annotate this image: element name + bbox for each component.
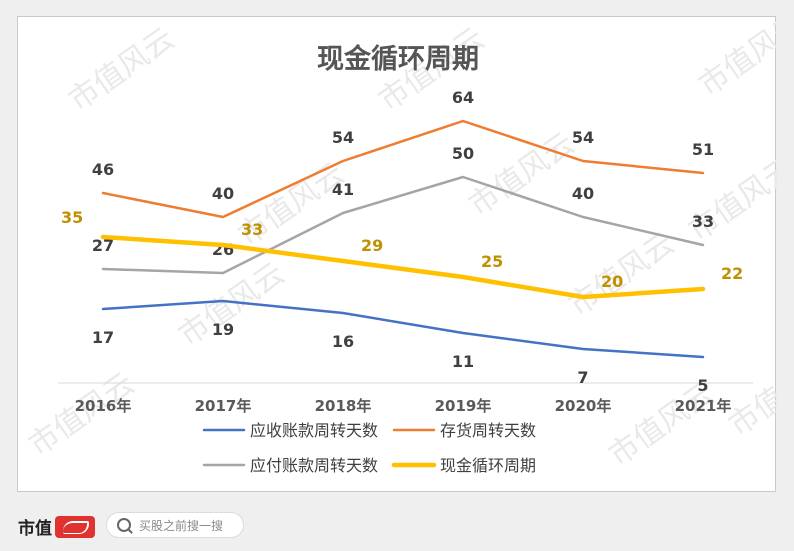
data-label: 29: [361, 236, 383, 255]
data-label: 40: [212, 184, 234, 203]
data-label: 41: [332, 180, 354, 199]
series-1: 17 19 16 11 7 5: [92, 299, 709, 395]
data-label: 33: [241, 220, 263, 239]
data-label: 51: [692, 140, 714, 159]
series-line: [100, 234, 706, 300]
data-label: 16: [332, 332, 354, 351]
series-line: [101, 175, 705, 275]
chart-card: 市值风云 市值风云 市值风云 市值风云 市值风云 市值风云 市值风云 市值风云 市值风云 市值风云…: [17, 16, 777, 492]
data-label: 27: [92, 236, 114, 255]
data-label: 7: [577, 368, 588, 387]
chart-title: 现金循环周期: [317, 43, 479, 75]
data-label: 20: [601, 272, 623, 291]
series-4: 35 33 29 25 20 22: [61, 208, 743, 300]
legend-label: 应收账款周转天数: [250, 421, 378, 440]
data-label: 19: [212, 320, 234, 339]
data-label: 64: [452, 88, 474, 107]
search-placeholder: 买股之前搜一搜: [139, 518, 224, 533]
data-label: 5: [697, 376, 708, 395]
watermark-text: 市值风云: [693, 17, 777, 104]
data-label: 22: [721, 264, 743, 283]
brand-badge-icon: [55, 515, 95, 538]
legend-item: 存货周转天数: [392, 421, 536, 440]
x-tick-label: 2019年: [435, 397, 492, 415]
footer-bar: 市值 买股之前搜一搜: [0, 500, 794, 551]
series-line: [101, 299, 705, 359]
watermark-text: 市值风云: [683, 151, 777, 248]
x-tick-label: 2020年: [555, 397, 612, 415]
data-label: 25: [481, 252, 503, 271]
data-label: 54: [572, 128, 594, 147]
legend-item: 应付账款周转天数: [202, 456, 378, 475]
legend-item: 应收账款周转天数: [202, 421, 378, 440]
brand-name: 市值: [18, 519, 52, 539]
data-label: 46: [92, 160, 114, 179]
series-line: [101, 119, 705, 219]
legend-label: 现金循环周期: [440, 456, 536, 475]
x-tick-label: 2017年: [195, 397, 252, 415]
data-label: 40: [572, 184, 594, 203]
data-label: 17: [92, 328, 114, 347]
data-label: 35: [61, 208, 83, 227]
legend-label: 应付账款周转天数: [250, 456, 378, 475]
x-tick-label: 2018年: [315, 397, 372, 415]
x-tick-label: 2016年: [75, 397, 132, 415]
search-box[interactable]: 买股之前搜一搜: [106, 512, 244, 538]
brand-logo: 市值: [18, 514, 95, 539]
x-axis: 2016年 2017年 2018年 2019年 2020年 2021年: [58, 382, 753, 415]
watermark-text: 市值风云: [63, 21, 181, 118]
data-label: 54: [332, 128, 354, 147]
x-tick-label: 2021年: [675, 397, 732, 415]
series-2: 46 40 54 64 54 51: [92, 88, 714, 219]
legend-item: 现金循环周期: [391, 456, 536, 475]
data-label: 50: [452, 144, 474, 163]
watermark-text: 市值风云: [723, 346, 777, 443]
data-label: 33: [692, 212, 714, 231]
legend-label: 存货周转天数: [440, 421, 536, 440]
data-label: 11: [452, 352, 474, 371]
search-icon: [117, 518, 131, 532]
